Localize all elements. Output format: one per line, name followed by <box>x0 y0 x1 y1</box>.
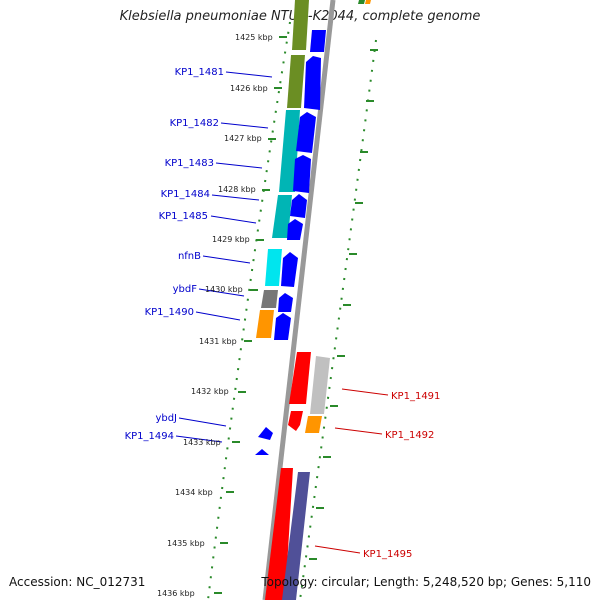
right-gene-labels: KP1_1491 KP1_1492 KP1_1495 <box>363 391 440 560</box>
cog-blocks <box>256 0 309 338</box>
tick-label: 1426 kbp <box>230 84 268 93</box>
gene-label: KP1_1482 <box>170 118 219 129</box>
tick-label: 1427 kbp <box>224 134 262 143</box>
leader-lines-right <box>314 388 389 554</box>
gene-label: KP1_1485 <box>159 211 208 222</box>
left-gene-labels: KP1_1481 KP1_1482 KP1_1483 KP1_1484 KP1_… <box>125 67 224 442</box>
outer-major-ticks <box>309 49 378 560</box>
tick-label: 1433 kbp <box>183 438 221 447</box>
reverse-cds-arrows <box>265 352 311 600</box>
tick-labels: 1425 kbp 1426 kbp 1427 kbp 1428 kbp 1429… <box>157 33 273 598</box>
tick-label: 1432 kbp <box>191 387 229 396</box>
gene-label: nfnB <box>178 251 201 262</box>
gene-label: KP1_1490 <box>145 307 194 318</box>
gene-label: KP1_1483 <box>165 158 214 169</box>
gene-label: KP1_1484 <box>161 189 210 200</box>
leader-lines-left <box>175 71 273 443</box>
gene-label: KP1_1491 <box>391 391 440 402</box>
gene-label: KP1_1495 <box>363 549 412 560</box>
topology-text: Topology: circular; Length: 5,248,520 bp… <box>261 575 591 589</box>
outer-tick-ring <box>299 39 377 600</box>
gene-label: ybdF <box>173 284 198 295</box>
major-ticks <box>214 36 287 594</box>
tick-label: 1429 kbp <box>212 235 250 244</box>
gene-label: ybdJ <box>155 413 177 424</box>
genome-backbone <box>262 0 336 600</box>
tick-label: 1431 kbp <box>199 337 237 346</box>
accession-text: Accession: NC_012731 <box>9 575 146 589</box>
tick-label: 1425 kbp <box>235 33 273 42</box>
tick-label: 1430 kbp <box>205 285 243 294</box>
gene-label: KP1_1481 <box>175 67 224 78</box>
tick-label: 1436 kbp <box>157 589 195 598</box>
outer-cog-blocks <box>282 0 371 600</box>
tick-label: 1435 kbp <box>167 539 205 548</box>
gene-label: KP1_1492 <box>385 430 434 441</box>
tick-label: 1434 kbp <box>175 488 213 497</box>
tick-label: 1428 kbp <box>218 185 256 194</box>
forward-cds-arrows <box>255 30 326 455</box>
gene-label: KP1_1494 <box>125 431 174 442</box>
